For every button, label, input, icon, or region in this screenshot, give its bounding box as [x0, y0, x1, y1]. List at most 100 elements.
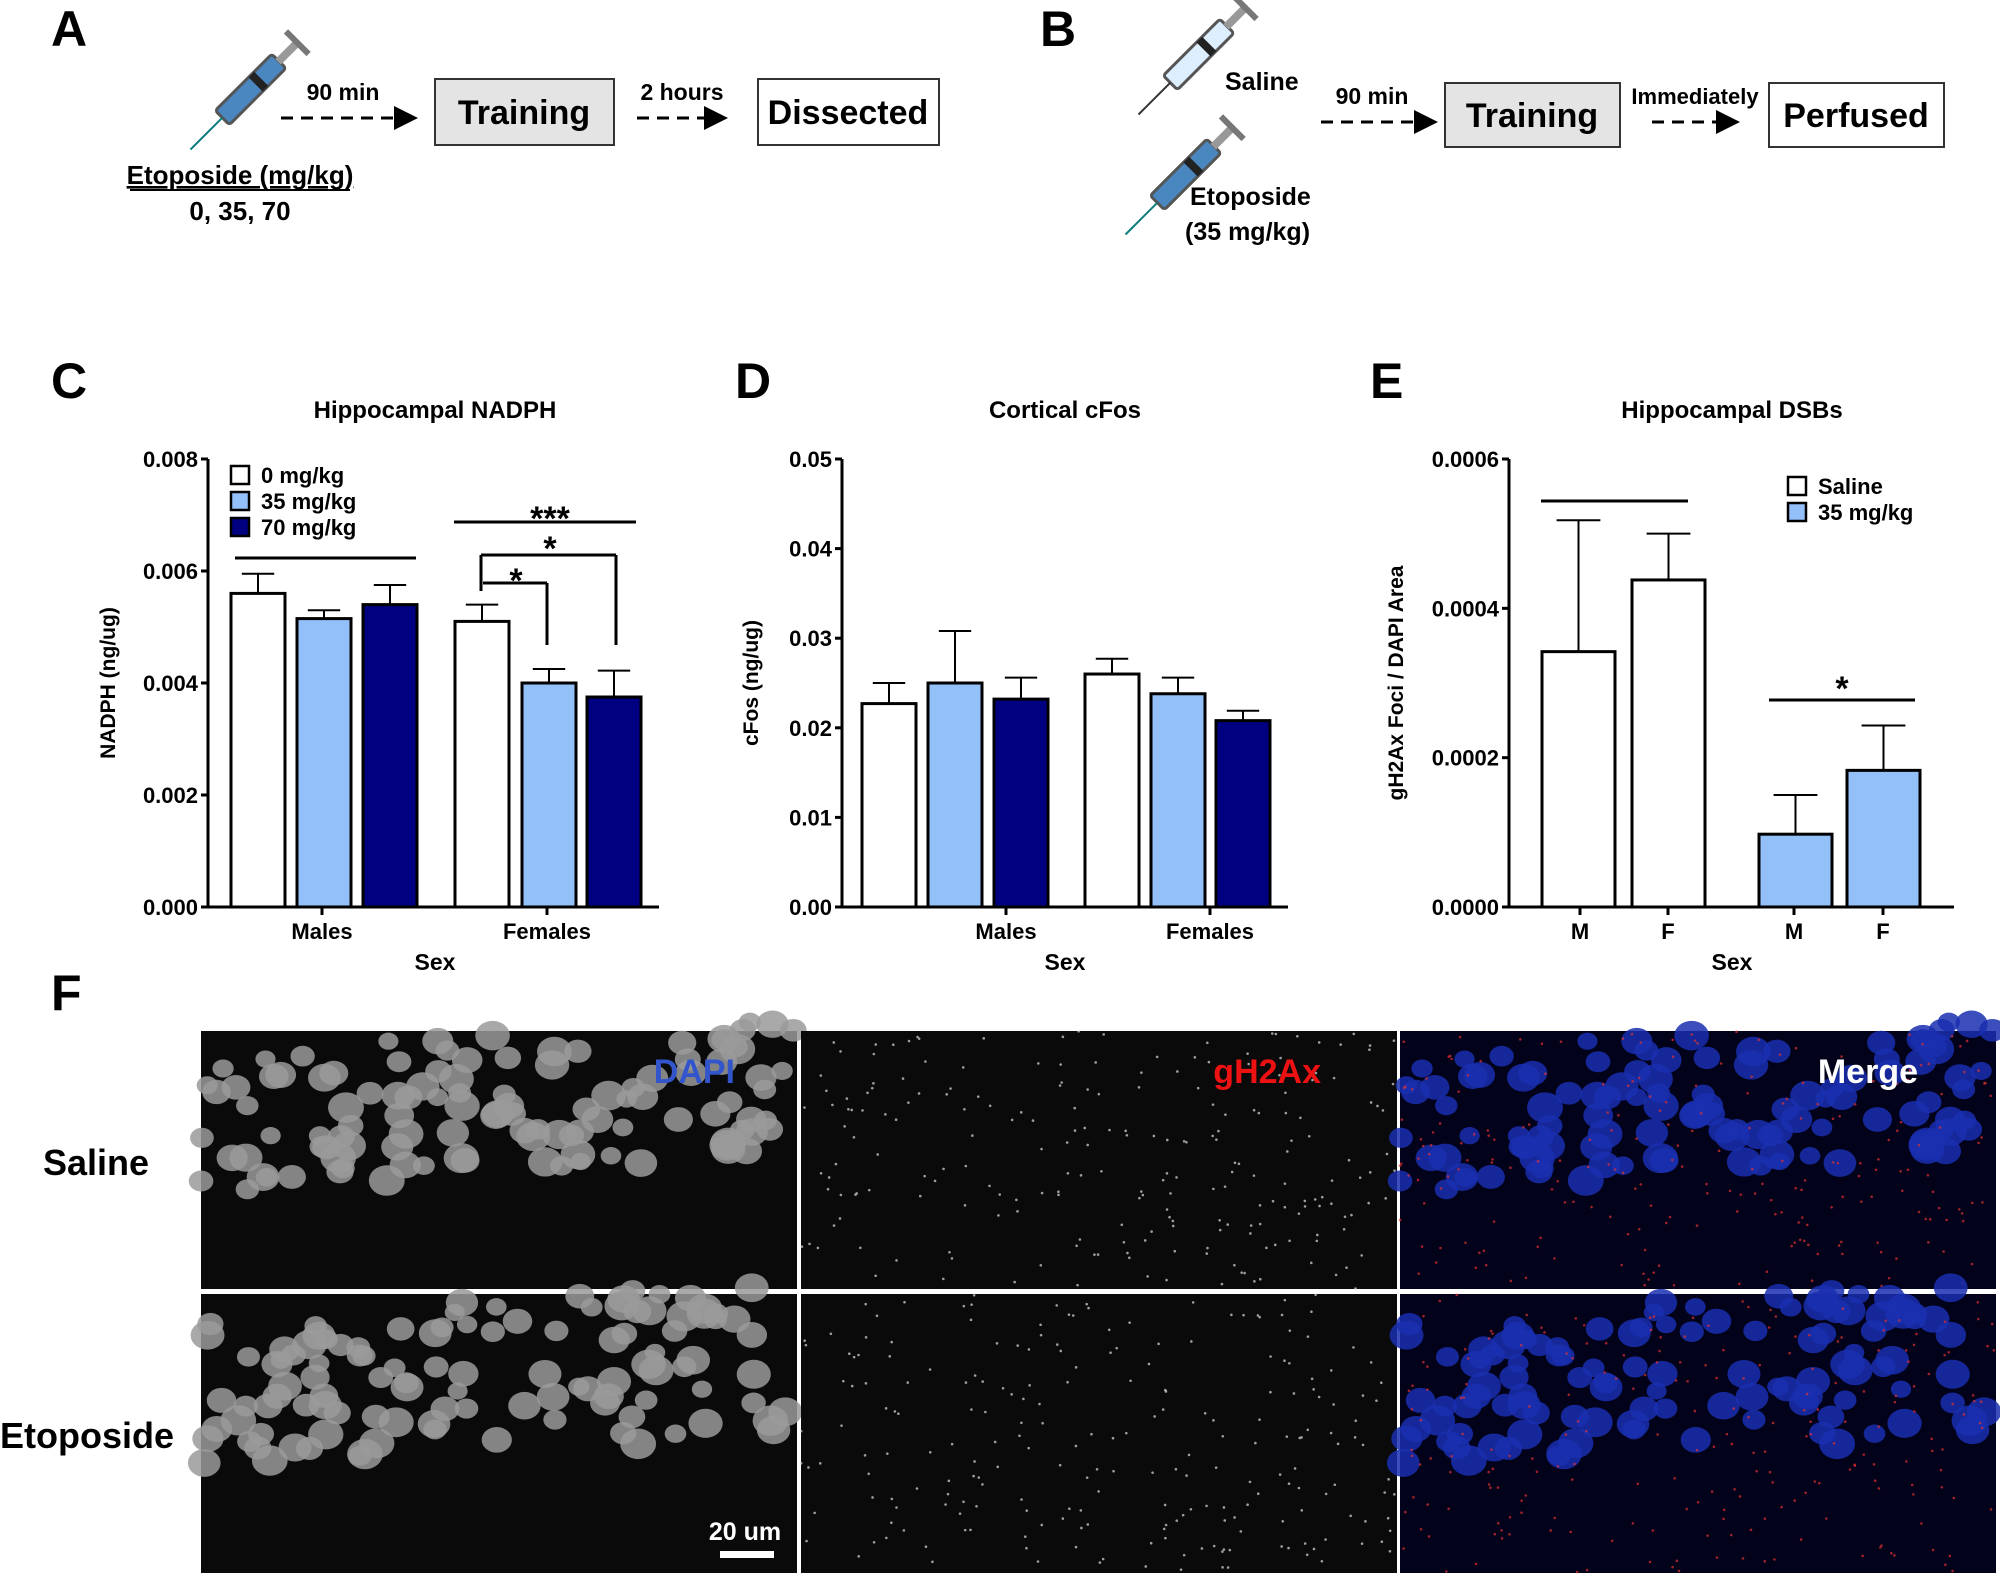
step2-time: 2 hours: [640, 79, 723, 105]
training-label: Training: [1466, 97, 1598, 135]
merge-image-saline: [1387, 1010, 2000, 1289]
y-tick-label: 0.008: [143, 447, 198, 472]
perfused-box: [1768, 82, 1945, 148]
bar: [1083, 672, 1141, 909]
bar: [992, 697, 1050, 909]
y-tick-label: 0.0006: [1432, 447, 1499, 472]
x-tick-label: Males: [975, 919, 1036, 944]
bar: [361, 603, 419, 909]
dissected-label: Dissected: [768, 94, 929, 132]
row-label-etoposide: Etoposide: [0, 1415, 174, 1456]
y-tick-label: 0.006: [143, 559, 198, 584]
significance-star: ***: [530, 500, 570, 538]
dapi-image-etoposide: [187, 1273, 803, 1573]
chart-title: Hippocampal NADPH: [314, 397, 557, 424]
perfused-label: Perfused: [1783, 97, 1929, 135]
legend-label: 35 mg/kg: [1818, 500, 1913, 525]
saline-label: Saline: [1225, 68, 1299, 96]
chart-0: 0.000 0.002 0.004 0.006 0.008 Hippocampal NAD…: [97, 397, 659, 975]
y-tick-label: 0.0000: [1432, 895, 1499, 920]
step1-time: 90 min: [1336, 83, 1409, 109]
panel-label-f: F: [51, 965, 82, 1021]
training-label: Training: [458, 94, 590, 132]
legend-swatch: [1786, 501, 1808, 523]
x-tick-label: M: [1785, 919, 1803, 944]
row-label-saline: Saline: [43, 1142, 149, 1183]
significance-star: *: [543, 530, 557, 568]
dissected-box: [757, 78, 940, 146]
x-axis-label: Sex: [415, 949, 456, 975]
legend-swatch: [229, 490, 251, 512]
bar: [1845, 768, 1922, 909]
syringe-icon: [189, 29, 311, 151]
bar: [1149, 692, 1207, 909]
panel-label-d: D: [735, 353, 771, 409]
legend-label: 35 mg/kg: [261, 489, 356, 514]
scale-bar-label: 20 um: [709, 1518, 781, 1546]
panel-label-e: E: [1370, 353, 1403, 409]
bar: [453, 619, 511, 909]
y-tick-label: 0.03: [789, 626, 832, 651]
legend-label: 0 mg/kg: [261, 463, 344, 488]
etoposide-syringe-icon: [1124, 114, 1246, 236]
x-tick-label: Females: [1166, 919, 1254, 944]
merge-image-etoposide: [1386, 1273, 2000, 1574]
panel-label-a: A: [51, 1, 87, 57]
bar: [1757, 832, 1834, 909]
step2-time: Immediately: [1631, 84, 1759, 109]
panel-f-micrographs: DAPI gH2Ax Merge 20 um: [187, 1010, 2000, 1574]
y-axis-label: NADPH (ng/ug): [97, 607, 120, 759]
step1-time: 90 min: [307, 79, 380, 105]
bar: [585, 695, 643, 909]
etoposide-dose: (35 mg/kg): [1185, 218, 1310, 246]
panel-label-c: C: [51, 353, 87, 409]
chart-title: Cortical cFos: [989, 397, 1141, 424]
legend-swatch: [1786, 475, 1808, 497]
legend-swatch: [229, 516, 251, 538]
chart-title: Hippocampal DSBs: [1621, 397, 1842, 424]
y-tick-label: 0.0002: [1432, 746, 1499, 771]
x-tick-label: Females: [503, 919, 591, 944]
chart-2: 0.0000 0.0002 0.0004 0.0006 Hippocampal DSBs…: [1385, 397, 1954, 975]
panel-b-timeline: Saline Etoposide (35 mg/kg) 90 min Train…: [1124, 0, 1945, 246]
bar: [1214, 719, 1272, 909]
significance-star: *: [509, 562, 523, 600]
chart-1: 0.00 0.01 0.02 0.03 0.04 0.05 Cortical cFos Sex…: [740, 397, 1288, 975]
x-tick-label: F: [1661, 919, 1674, 944]
y-tick-label: 0.004: [143, 671, 199, 696]
channel-label: DAPI: [654, 1053, 735, 1091]
channel-label: gH2Ax: [1213, 1053, 1321, 1091]
training-box: [1444, 82, 1621, 148]
y-tick-label: 0.01: [789, 805, 832, 830]
y-tick-label: 0.000: [143, 895, 198, 920]
x-axis-label: Sex: [1045, 949, 1086, 975]
etoposide-label: Etoposide: [1190, 183, 1311, 211]
doses: 0, 35, 70: [189, 196, 290, 226]
bar: [295, 617, 353, 909]
panel-a-timeline: 90 min Training 2 hours Dissected Etopos…: [127, 29, 940, 226]
charts: 0.000 0.002 0.004 0.006 0.008 Hippocampal NAD…: [97, 397, 1954, 975]
gh2ax-image-saline: [800, 1029, 1397, 1290]
legend-label: 70 mg/kg: [261, 515, 356, 540]
gh2ax-image-etoposide: [799, 1293, 1397, 1573]
y-tick-label: 0.00: [789, 895, 832, 920]
y-tick-label: 0.05: [789, 447, 832, 472]
x-tick-label: Males: [291, 919, 352, 944]
significance-star: *: [1835, 670, 1849, 708]
x-tick-label: F: [1876, 919, 1889, 944]
bar: [520, 681, 578, 909]
y-tick-label: 0.02: [789, 716, 832, 741]
drug-label: Etoposide (mg/kg): [127, 160, 354, 190]
y-tick-label: 0.0004: [1432, 596, 1500, 621]
saline-syringe-icon: [1137, 0, 1259, 116]
bar: [1630, 578, 1707, 909]
panel-label-b: B: [1040, 1, 1076, 57]
x-tick-label: M: [1571, 919, 1589, 944]
channel-label: Merge: [1818, 1053, 1918, 1091]
legend-label: Saline: [1818, 474, 1883, 499]
y-axis-label: cFos (ng/ug): [740, 620, 763, 746]
legend-swatch: [229, 464, 251, 486]
y-tick-label: 0.002: [143, 783, 198, 808]
scale-bar: [720, 1551, 774, 1558]
dapi-image-saline: [188, 1010, 807, 1289]
